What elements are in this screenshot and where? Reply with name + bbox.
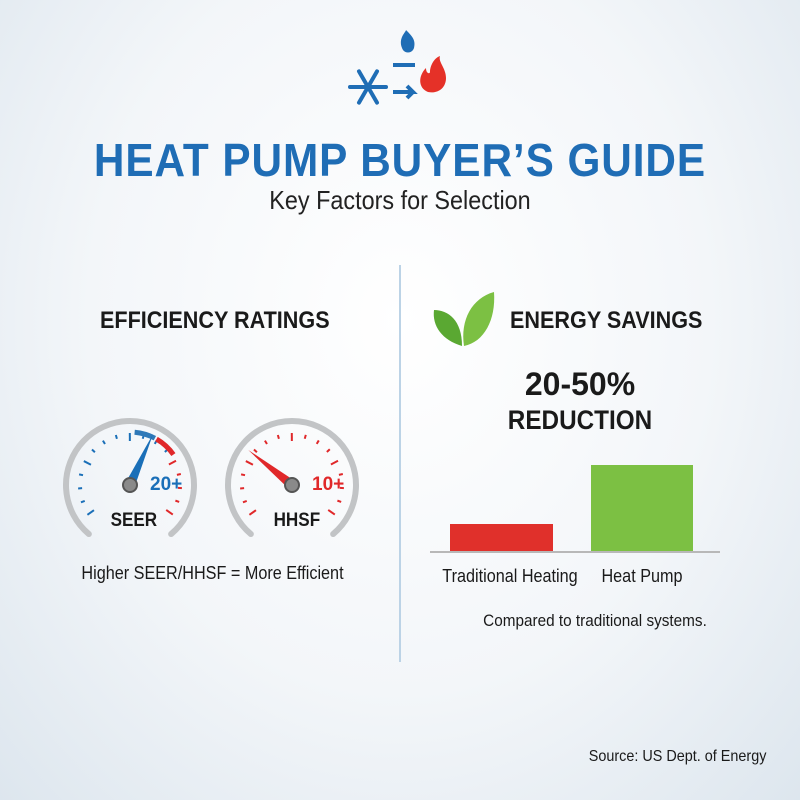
gauge-tick bbox=[165, 509, 174, 516]
page-title: HEAT PUMP BUYER’S GUIDE bbox=[93, 134, 707, 186]
savings-heading: ENERGY SAVINGS bbox=[510, 307, 703, 334]
gauge-tick bbox=[276, 434, 280, 440]
gauge-tick bbox=[176, 473, 182, 476]
savings-caption: Compared to traditional systems. bbox=[483, 611, 707, 630]
gauge-tick bbox=[114, 434, 118, 440]
gauge-hub bbox=[284, 477, 300, 493]
gauge-rim bbox=[63, 418, 197, 538]
gauge-value-seer: 20+ bbox=[150, 474, 183, 495]
bar-label-heat-pump: Heat Pump bbox=[601, 566, 683, 586]
savings-headline: 20-50% bbox=[524, 366, 636, 402]
gauge-rim bbox=[225, 418, 359, 538]
gauge-tick bbox=[303, 434, 307, 439]
gauge-tick bbox=[80, 500, 86, 504]
gauge-tick bbox=[326, 448, 331, 453]
gauge-tick bbox=[78, 473, 84, 477]
gauge-hub bbox=[122, 477, 138, 493]
gauge-tick bbox=[264, 440, 268, 445]
gauge-band-blue bbox=[134, 429, 157, 441]
gauge-tick bbox=[315, 439, 320, 445]
gauge-tick bbox=[330, 459, 339, 466]
gauge-value-hhsf: 10+ bbox=[312, 474, 345, 495]
bar-baseline bbox=[430, 551, 720, 553]
gauge-tick bbox=[337, 499, 342, 503]
gauge-tick bbox=[175, 499, 180, 503]
efficiency-caption: Higher SEER/HHSF = More Efficient bbox=[81, 563, 344, 583]
savings-headline-sub: REDUCTION bbox=[507, 405, 653, 435]
gauge-tick bbox=[168, 459, 177, 466]
gauge-tick bbox=[83, 460, 92, 466]
gauge-tick bbox=[338, 473, 344, 476]
gauge-needle bbox=[125, 433, 154, 488]
bar-label-traditional: Traditional Heating bbox=[442, 566, 578, 586]
page-subtitle: Key Factors for Selection bbox=[269, 185, 531, 215]
gauges bbox=[63, 418, 359, 538]
section-divider bbox=[399, 265, 401, 662]
gauge-label-hhsf: HHSF bbox=[273, 510, 321, 531]
gauge-tick bbox=[240, 473, 246, 477]
gauge-tick bbox=[245, 460, 254, 466]
gauge-tick bbox=[102, 440, 106, 445]
gauge-tick bbox=[91, 448, 96, 453]
gauge-tick bbox=[327, 509, 336, 516]
gauge-band-red bbox=[155, 436, 176, 457]
efficiency-heading: EFFICIENCY RATINGS bbox=[100, 307, 330, 334]
gauge-tick bbox=[248, 509, 257, 516]
gauge-tick bbox=[242, 500, 248, 504]
bar-heat-pump bbox=[591, 465, 693, 552]
gauge-needle bbox=[248, 449, 296, 489]
gauge-tick bbox=[253, 448, 258, 453]
snowflake-arrow-flame-icon bbox=[348, 30, 446, 105]
leaf-icon bbox=[433, 292, 495, 346]
source-note: Source: US Dept. of Energy bbox=[588, 748, 766, 765]
bar-traditional-heating bbox=[450, 524, 553, 552]
gauge-label-seer: SEER bbox=[110, 510, 158, 531]
gauge-tick bbox=[86, 509, 95, 516]
